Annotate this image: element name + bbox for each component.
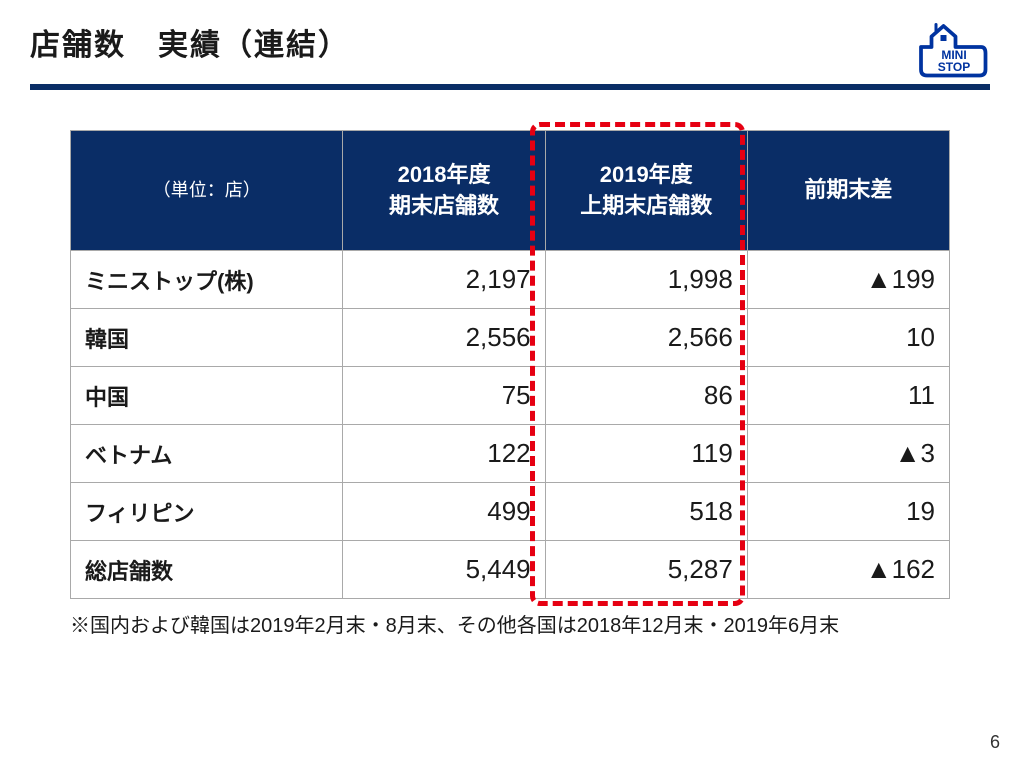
cell: 11: [747, 367, 949, 425]
cell: ▲162: [747, 541, 949, 599]
col-header-2018: 2018年度期末店舗数: [343, 131, 545, 251]
cell: 119: [545, 425, 747, 483]
col-header-2019: 2019年度上期末店舗数: [545, 131, 747, 251]
row-label: 総店舗数: [71, 541, 343, 599]
cell: 2,566: [545, 309, 747, 367]
logo-text-bottom: STOP: [938, 60, 970, 74]
store-count-table: （単位：店） 2018年度期末店舗数 2019年度上期末店舗数 前期末差 ミニス…: [70, 130, 950, 599]
table-wrap: （単位：店） 2018年度期末店舗数 2019年度上期末店舗数 前期末差 ミニス…: [70, 130, 950, 599]
cell: 2,197: [343, 251, 545, 309]
row-label: ミニストップ(株): [71, 251, 343, 309]
title-row: 店舗数 実績（連結） MINI STOP: [30, 20, 990, 88]
col-header-text: 前期末差: [804, 177, 892, 202]
table-row: ミニストップ(株) 2,197 1,998 ▲199: [71, 251, 950, 309]
page-number: 6: [990, 732, 1000, 753]
col-header-text: 2019年度上期末店舗数: [580, 162, 712, 218]
cell: 518: [545, 483, 747, 541]
table-header-row: （単位：店） 2018年度期末店舗数 2019年度上期末店舗数 前期末差: [71, 131, 950, 251]
footnote: ※国内および韓国は2019年2月末・8月末、その他各国は2018年12月末・20…: [70, 609, 950, 638]
table-row: ベトナム 122 119 ▲3: [71, 425, 950, 483]
cell: ▲199: [747, 251, 949, 309]
ministop-logo: MINI STOP: [912, 20, 990, 80]
row-label: ベトナム: [71, 425, 343, 483]
table-body: ミニストップ(株) 2,197 1,998 ▲199 韓国 2,556 2,56…: [71, 251, 950, 599]
table-row: 韓国 2,556 2,566 10: [71, 309, 950, 367]
cell: 10: [747, 309, 949, 367]
cell: 86: [545, 367, 747, 425]
row-label: 中国: [71, 367, 343, 425]
col-header-text: 2018年度期末店舗数: [389, 162, 499, 218]
page-title: 店舗数 実績（連結）: [30, 20, 350, 64]
cell: 122: [343, 425, 545, 483]
table-row: フィリピン 499 518 19: [71, 483, 950, 541]
col-header-diff: 前期末差: [747, 131, 949, 251]
cell: 499: [343, 483, 545, 541]
cell: 19: [747, 483, 949, 541]
row-label: 韓国: [71, 309, 343, 367]
cell: 5,449: [343, 541, 545, 599]
table-row: 中国 75 86 11: [71, 367, 950, 425]
cell: ▲3: [747, 425, 949, 483]
cell: 2,556: [343, 309, 545, 367]
row-label: フィリピン: [71, 483, 343, 541]
unit-label: （単位：店）: [71, 131, 343, 251]
table-row: 総店舗数 5,449 5,287 ▲162: [71, 541, 950, 599]
slide: 店舗数 実績（連結） MINI STOP （単位：店） 2018年度期末店舗数 …: [0, 0, 1020, 765]
cell: 1,998: [545, 251, 747, 309]
cell: 5,287: [545, 541, 747, 599]
cell: 75: [343, 367, 545, 425]
title-rule: [30, 84, 990, 90]
